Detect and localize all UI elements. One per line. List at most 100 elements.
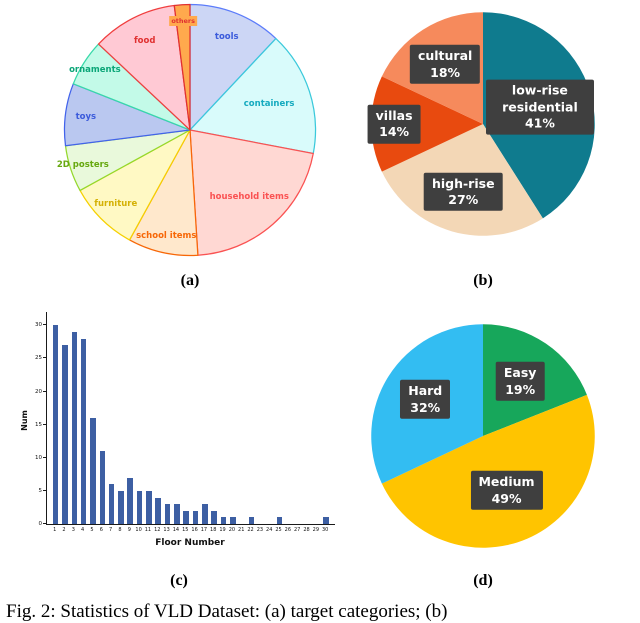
bar-chart-floor-number: Num 0 5 10 15 20 25 30 1 2 3 4 5 6 7 8 9 10 11 12 13 14 15 16… <box>12 312 346 548</box>
x-tick-22: 22 <box>247 527 254 533</box>
pie-svg <box>371 324 595 548</box>
subfig-label-d: (d) <box>473 572 493 589</box>
bar-slot <box>200 312 209 524</box>
bar-slot <box>79 312 88 524</box>
bar-floor-1 <box>52 325 59 524</box>
bar-slot <box>135 312 144 524</box>
x-tick-25: 25 <box>275 527 282 533</box>
pie-label-hard: Hard 32% <box>400 380 451 419</box>
bar-slot <box>163 312 172 524</box>
bar-floor-18 <box>211 510 218 524</box>
pie-label-school-items: school items <box>136 231 197 242</box>
bar-slot <box>256 312 265 524</box>
y-tick-mark <box>43 489 47 491</box>
pie-slice-food <box>97 4 191 131</box>
pie-label-furniture: furniture <box>94 199 138 210</box>
pie-label-cultural: cultural 18% <box>409 45 481 84</box>
pie-slice-containers <box>189 37 317 155</box>
subfigure-a: tools containers household items school ite… <box>40 0 340 292</box>
bar-slot <box>144 312 153 524</box>
subfig-label-a: (a) <box>180 272 200 289</box>
x-tick-29: 29 <box>312 527 320 533</box>
bar-plot-area: 0 5 10 15 20 25 30 <box>35 312 335 527</box>
x-tick-27: 27 <box>294 527 301 533</box>
pie-label-text: Easy <box>503 365 537 381</box>
pie-slice-villas <box>371 76 483 172</box>
bar-slot <box>238 312 247 524</box>
x-tick-10: 10 <box>135 527 142 533</box>
y-tick-30: 30 <box>35 322 42 329</box>
bar-floor-22 <box>248 517 255 524</box>
y-tick-mark <box>43 423 47 425</box>
bar-floor-11 <box>146 490 152 524</box>
x-tick-30: 30 <box>321 527 329 533</box>
pie-label-percent: 18% <box>430 64 461 80</box>
x-tick-26: 26 <box>284 527 292 533</box>
bar-slot <box>88 312 97 524</box>
bar-slot <box>107 312 116 524</box>
pie-label-text: villas <box>375 107 413 123</box>
figure-caption: Fig. 2: Statistics of VLD Dataset: (a) t… <box>6 601 448 622</box>
subfigure-b: low-rise residential 41% high-rise 27% villa… <box>350 0 616 292</box>
pie-chart-difficulty: Easy 19% Medium 49% Hard 32% <box>369 322 597 550</box>
pie-slice-others <box>173 3 191 131</box>
pie-label-percent: 14% <box>379 124 410 139</box>
y-tick-mark <box>43 456 47 458</box>
bar-slot <box>126 312 135 524</box>
pie-label-high-rise: high-rise 27% <box>423 172 503 212</box>
bar-floor-2 <box>62 345 68 524</box>
pie-label-percent: 41% <box>524 115 555 131</box>
y-tick-20: 20 <box>35 388 42 395</box>
bar-floor-17 <box>202 504 208 524</box>
pie-label-2d-posters: 2D posters <box>56 159 109 170</box>
bar-floor-30 <box>323 517 329 524</box>
bar-floor-16 <box>192 510 199 524</box>
x-axis-tick-labels: 1 2 3 4 5 6 7 8 9 10 11 12 13 14 15 16 17 18 19 20 21 22 23 24 2… <box>46 527 334 533</box>
bar-slot <box>312 312 321 524</box>
bar-floor-10 <box>136 490 143 524</box>
bar-slot <box>191 312 200 524</box>
pie-label-text: Hard <box>408 383 443 399</box>
x-tick-16: 16 <box>191 527 198 533</box>
x-tick-6: 6 <box>99 527 103 533</box>
x-tick-19: 19 <box>219 527 226 533</box>
y-tick-15: 15 <box>35 421 42 428</box>
subfig-label-b: (b) <box>473 272 493 289</box>
bar-slot <box>98 312 107 524</box>
bar-slot <box>70 312 79 524</box>
x-tick-20: 20 <box>228 527 236 533</box>
pie-svg <box>63 3 317 257</box>
y-tick-mark <box>43 357 47 359</box>
bar-floor-14 <box>174 504 180 524</box>
bar-slot <box>275 312 284 524</box>
pie-chart-target-categories: tools containers household items school ite… <box>57 2 318 258</box>
pie-label-low-rise-residential: low-rise residential 41% <box>485 80 594 135</box>
bar-floor-12 <box>155 497 162 524</box>
x-tick-14: 14 <box>172 527 180 533</box>
pie-chart-scene-types: low-rise residential 41% high-rise 27% villa… <box>367 10 597 238</box>
pie-label-percent: 27% <box>448 191 479 207</box>
y-tick-0: 0 <box>38 521 43 527</box>
bar-floor-3 <box>71 331 78 524</box>
bars-container <box>47 312 335 524</box>
pie-label-text: high-rise <box>431 175 495 191</box>
bar-floor-8 <box>118 490 124 524</box>
pie-label-percent: 32% <box>410 399 441 415</box>
subfig-label-c: (c) <box>170 572 188 589</box>
pie-label-food: food <box>133 36 156 47</box>
bar-slot <box>210 312 219 524</box>
pie-label-ornaments: ornaments <box>69 64 121 75</box>
pie-label-others: others <box>169 16 197 27</box>
y-tick-mark <box>43 324 47 326</box>
bar-floor-5 <box>90 418 96 524</box>
pie-label-easy: Easy 19% <box>495 362 545 401</box>
x-tick-11: 11 <box>144 527 152 533</box>
bar-floor-15 <box>183 510 190 524</box>
pie-label-tools: tools <box>214 32 239 43</box>
x-tick-24: 24 <box>266 527 273 533</box>
x-tick-9: 9 <box>127 527 131 533</box>
x-tick-4: 4 <box>81 527 85 533</box>
bar-slot <box>219 312 228 524</box>
y-tick-5: 5 <box>38 487 43 494</box>
x-tick-7: 7 <box>109 527 113 533</box>
